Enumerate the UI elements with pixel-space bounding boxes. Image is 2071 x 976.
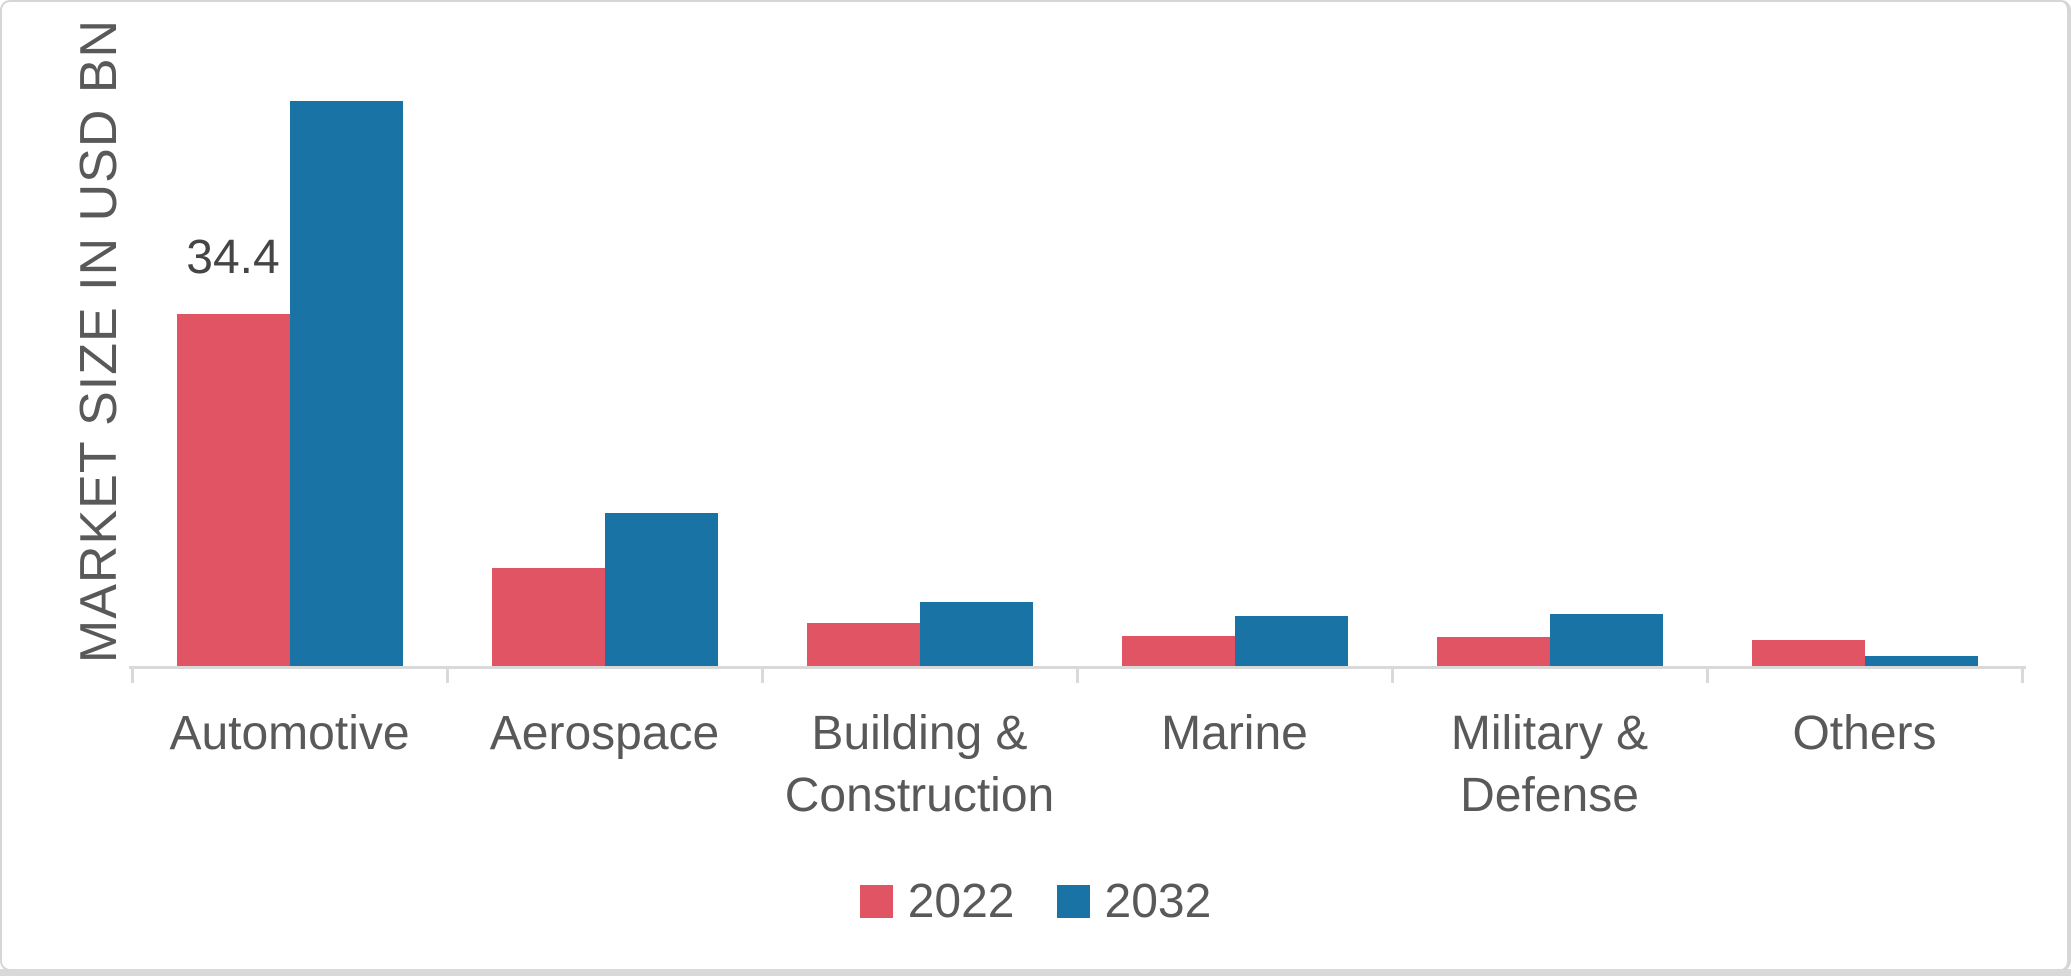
axis-tick — [1706, 667, 1709, 683]
legend-item-2022: 2022 — [859, 874, 1015, 929]
legend-swatch-2032 — [1056, 885, 1090, 918]
bar-aerospace-2022 — [491, 568, 605, 667]
bar-group-aerospace — [447, 95, 762, 667]
category-label-others: Others — [1792, 707, 1937, 760]
plot-area: 34.4 — [129, 95, 2026, 683]
axis-tick — [761, 667, 764, 683]
category-label-automotive: Automotive — [169, 707, 410, 760]
bar-others-2032 — [1864, 656, 1978, 667]
category-label-building-construction: Building & Construction — [784, 707, 1055, 822]
legend-swatch-2022 — [859, 885, 893, 918]
bar-group-automotive: 34.4 — [132, 95, 447, 667]
data-label-automotive-2022: 34.4 — [186, 231, 280, 284]
bar-building-construction-2022 — [806, 623, 920, 667]
axis-tick — [2021, 667, 2024, 683]
bar-group-marine — [1077, 95, 1392, 667]
bar-military-defense-2022 — [1436, 637, 1550, 667]
y-axis-title: MARKET SIZE IN USD BN — [70, 18, 128, 664]
bar-military-defense-2032 — [1549, 614, 1663, 667]
bar-marine-2032 — [1234, 616, 1348, 667]
bar-marine-2022 — [1121, 636, 1235, 667]
category-label-aerospace: Aerospace — [489, 707, 720, 760]
legend-item-2032: 2032 — [1056, 874, 1212, 929]
bar-group-others — [1707, 95, 2022, 667]
bar-group-building-construction — [762, 95, 1077, 667]
axis-tick — [1391, 667, 1394, 683]
bar-groups: 34.4 — [132, 95, 2022, 667]
bar-automotive-2022 — [176, 314, 290, 667]
legend-label-2022: 2022 — [907, 875, 1015, 928]
bar-group-military-defense — [1392, 95, 1707, 667]
axis-tick — [1076, 667, 1079, 683]
category-label-marine: Marine — [1161, 707, 1308, 760]
legend: 2022 2032 — [0, 874, 2071, 929]
legend-label-2032: 2032 — [1104, 875, 1212, 928]
axis-tick — [446, 667, 449, 683]
bottom-strip — [0, 969, 2071, 976]
axis-tick — [131, 667, 134, 683]
bar-building-construction-2032 — [919, 602, 1033, 667]
bar-automotive-2032 — [289, 101, 403, 667]
bar-aerospace-2032 — [604, 513, 718, 667]
category-label-military-defense: Military & Defense — [1450, 707, 1649, 822]
bar-others-2022 — [1751, 640, 1865, 667]
